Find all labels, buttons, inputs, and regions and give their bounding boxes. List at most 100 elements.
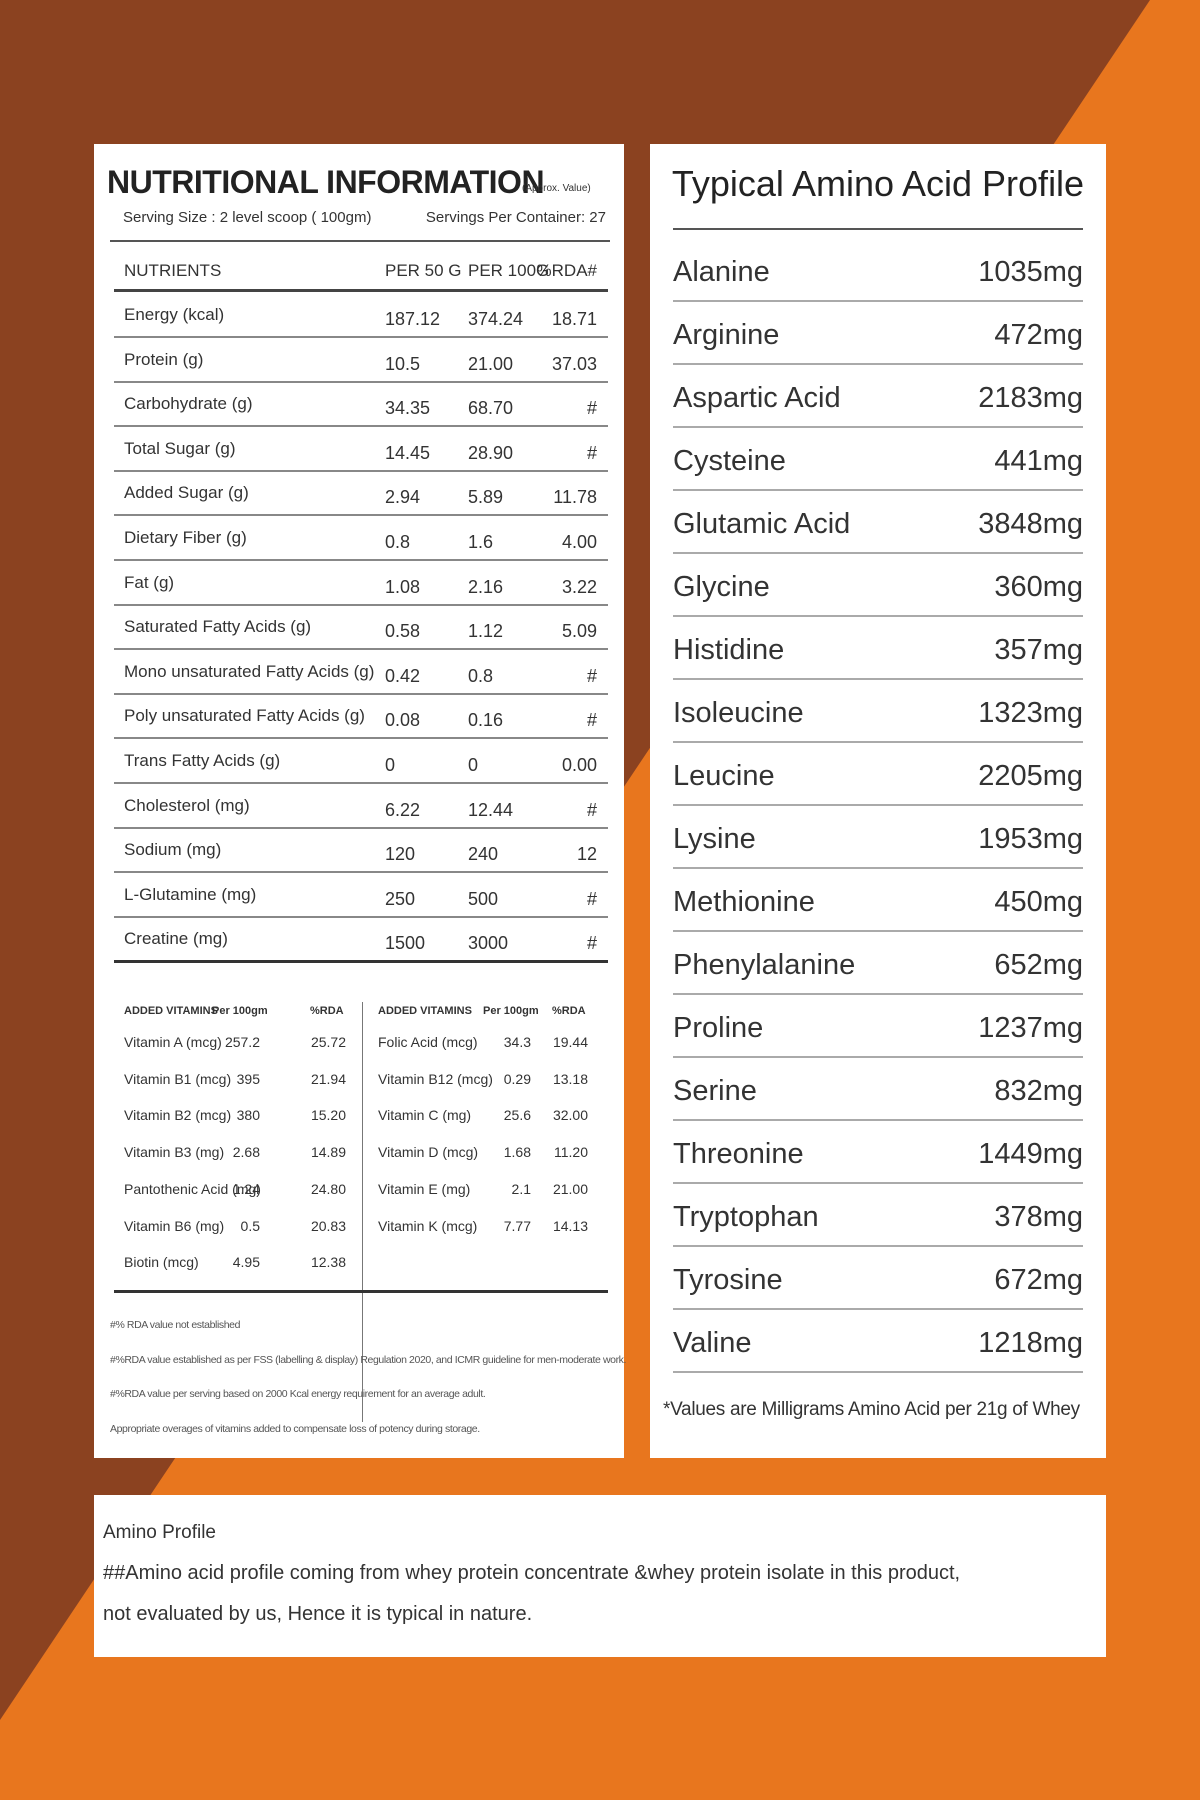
amino-acid: Methionine [673,886,815,918]
rule [673,426,1083,428]
value: 0 [468,755,479,775]
value: 0.8 [468,665,494,686]
value: 1.12 [468,621,504,642]
rule [673,678,1083,680]
amino-acid: Alanine [673,256,770,288]
value: 28.90 [468,442,514,463]
amino-value: 378mg [994,1201,1083,1233]
vitamin: Vitamin B12 (mcg) [378,1070,493,1087]
vitamin-value: 1.24 [232,1180,260,1197]
rule [114,1290,608,1293]
amino-value: 472mg [994,319,1083,351]
nutrient: Creatine (mg) [124,929,228,949]
rule [673,930,1083,932]
rule [114,380,608,383]
vitamin: Vitamin B6 (mg) [124,1217,225,1234]
value: 0.58 [385,621,421,642]
vitamin: Folic Acid (mcg) [378,1034,478,1050]
rule [114,514,608,517]
rule [114,782,608,784]
nutrient: Dietary Fiber (g) [124,528,247,547]
vitamin-rda: 21.00 [552,1180,588,1197]
nutrient: Poly unsaturated Fatty Acids (g) [124,706,365,726]
value: 2.16 [468,576,504,597]
nutrient: Fat (g) [124,572,175,592]
rda: # [586,665,597,686]
title: NUTRITIONAL INFORMATION [107,164,545,200]
rda: # [586,888,597,909]
rule [673,993,1083,995]
rule [114,871,608,874]
amino-acid: Proline [673,1012,764,1044]
vitamin-rda: 15.20 [310,1107,346,1124]
amino-acid: Histidine [673,634,785,666]
rda: 37.03 [551,353,597,374]
value: 21.00 [468,353,514,374]
amino-value: 2183mg [978,382,1083,414]
rda: # [586,799,597,820]
nutrient: Carbohydrate (g) [124,394,253,414]
rda: 3.22 [561,576,597,597]
amino-card: Typical Amino Acid Profile Alanine 1035mg A… [650,144,1106,1458]
amino-value: 672mg [994,1264,1083,1296]
value: 68.70 [468,398,514,419]
vitamin-value: 2.68 [232,1144,260,1161]
rule [114,425,608,428]
amino-value: 1237mg [978,1012,1083,1044]
amino-value: 832mg [994,1075,1083,1107]
vitamin-header: ADDED VITAMINS [378,1005,472,1017]
amino-value: 1323mg [978,697,1083,729]
vitamin: Vitamin K (mcg) [378,1217,478,1234]
rule [673,228,1083,230]
amino-value: 450mg [994,886,1083,918]
servings-per-container: Servings Per Container: 27 [425,209,606,226]
value: 0.08 [385,710,421,731]
rule [114,648,608,651]
amino-value: 357mg [994,634,1083,666]
footnote: Appropriate overages of vitamins added t… [110,1422,480,1435]
notice-card: Amino Profile ##Amino acid profile coming… [94,1495,1106,1657]
rda: 18.71 [551,309,597,329]
serving-size: Serving Size : 2 level scoop ( 100gm) [123,209,372,226]
value: 1.6 [468,532,494,552]
nutrient: Total Sugar (g) [124,438,236,458]
vitamin-value: 2.1 [511,1180,531,1197]
amino-acid: Tyrosine [673,1264,783,1296]
amino-value: 1953mg [978,823,1083,855]
nutrient: Cholesterol (mg) [124,795,250,815]
footnote: *Values are Milligrams Amino Acid per 21… [663,1399,1080,1420]
vitamin-value: 25.6 [503,1107,531,1124]
nutrient: Sodium (mg) [124,840,222,860]
vitamin: Vitamin A (mcg) [124,1034,222,1050]
amino-acid: Aspartic Acid [673,382,841,414]
vitamin-value: 257.2 [224,1034,260,1050]
footnote: #%RDA value established as per FSS (labe… [110,1353,627,1366]
rule [114,692,608,695]
rda: # [586,933,597,954]
vitamin: Vitamin C (mg) [378,1107,472,1124]
rule [673,363,1083,365]
value: 0.16 [468,710,504,731]
nutrient: Mono unsaturated Fatty Acids (g) [124,661,375,681]
footnote: #% RDA value not established [110,1319,241,1331]
vitamin-header: Per 100gm [212,1005,268,1017]
vitamin-value: 380 [236,1107,260,1124]
notice-line: not evaluated by us, Hence it is typical… [103,1603,533,1625]
value: 6.22 [385,799,421,820]
vitamin: Vitamin B3 (mg) [124,1144,225,1161]
amino-value: 2205mg [978,760,1083,792]
rule [114,826,608,829]
amino-acid: Phenylalanine [673,949,856,981]
rda: 4.00 [561,532,597,552]
vitamin-rda: 12.38 [310,1254,346,1271]
value: 1500 [385,933,426,954]
value: 12.44 [468,799,514,820]
amino-value: 1218mg [978,1327,1083,1359]
value: 10.5 [385,353,421,374]
rda: 5.09 [561,621,597,642]
value: 120 [385,844,416,865]
title: Typical Amino Acid Profile [671,163,1085,204]
vitamin-rda: 14.89 [310,1144,346,1161]
amino-value: 652mg [994,949,1083,981]
notice-line: ##Amino acid profile coming from whey pr… [103,1562,961,1584]
